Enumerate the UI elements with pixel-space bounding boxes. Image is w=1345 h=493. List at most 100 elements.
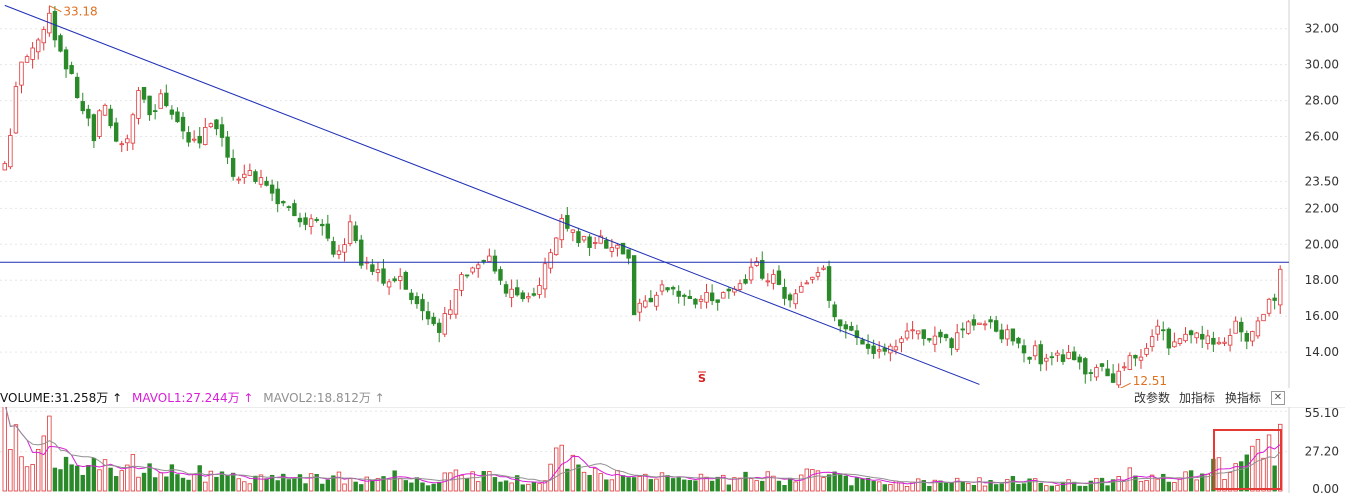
volume-bar xyxy=(542,480,548,492)
volume-bar xyxy=(804,468,810,492)
candle-body xyxy=(308,218,314,227)
candle-body xyxy=(993,320,999,332)
candle-body xyxy=(682,294,687,297)
add-indicator-button[interactable]: 加指标 xyxy=(1179,391,1216,405)
volume-bar xyxy=(865,477,871,492)
price-tick-label: 26.00 xyxy=(1305,130,1339,144)
volume-bar xyxy=(1049,485,1055,492)
volume-bar xyxy=(303,483,308,492)
candle-body xyxy=(548,252,553,269)
price-tick-label: 18.00 xyxy=(1305,273,1339,287)
volume-bar xyxy=(1255,439,1261,492)
candle-body xyxy=(136,90,141,119)
candle-body xyxy=(314,218,319,221)
volume-bar xyxy=(1005,479,1010,492)
high-price-label: 33.18 xyxy=(63,5,97,19)
candle-body xyxy=(776,270,782,285)
candle-body xyxy=(69,65,74,74)
candle-body xyxy=(1066,351,1071,360)
volume-bar xyxy=(175,474,180,492)
volume-bar xyxy=(815,470,821,492)
candle-body xyxy=(1099,363,1105,367)
candle-body xyxy=(620,242,626,255)
candle-body xyxy=(1116,370,1121,386)
volume-bar xyxy=(398,478,403,492)
candle-body xyxy=(197,135,202,144)
volume-bar xyxy=(1149,474,1155,492)
volume-bar xyxy=(409,482,414,492)
candle-body xyxy=(292,203,297,217)
volume-bar xyxy=(949,482,954,492)
candle-body xyxy=(787,294,793,301)
volume-bar xyxy=(147,463,152,492)
volume-bar xyxy=(80,474,85,492)
volume-bar xyxy=(509,482,514,492)
change-params-button[interactable]: 改参数 xyxy=(1134,391,1171,405)
volume-bar xyxy=(838,473,843,492)
volume-bar xyxy=(258,474,264,492)
candle-body xyxy=(793,293,798,305)
candle-body xyxy=(570,229,576,233)
candle-body xyxy=(849,326,854,331)
candle-body xyxy=(420,299,425,312)
volume-bar xyxy=(604,479,609,492)
volume-bar xyxy=(676,477,681,492)
candle-body xyxy=(754,261,759,266)
volume-bar xyxy=(592,467,598,492)
volume-bar xyxy=(904,485,910,492)
candle-body xyxy=(637,302,642,313)
volume-bar xyxy=(375,478,381,492)
volume-bar xyxy=(899,482,904,492)
volume-bar xyxy=(247,483,253,492)
candle-body xyxy=(325,223,331,239)
volume-bar xyxy=(74,465,80,492)
volume-bar xyxy=(1272,465,1277,492)
candle-body xyxy=(704,292,709,303)
volume-bar xyxy=(537,483,542,492)
candle-body xyxy=(264,180,269,186)
candle-body xyxy=(977,322,982,325)
candle-body xyxy=(1133,354,1138,359)
price-chart[interactable]: 32.00 30.00 28.00 26.00 23.50 22.00 20.00 18.00… xyxy=(0,0,1345,388)
candle-body xyxy=(943,334,949,339)
candle-body xyxy=(1044,357,1049,362)
candle-body xyxy=(581,236,587,241)
volume-bar xyxy=(347,478,353,492)
volume-bar xyxy=(843,475,848,492)
candle-body xyxy=(141,86,147,100)
volume-bar xyxy=(648,479,654,492)
candle-body xyxy=(269,184,275,194)
close-icon[interactable]: ✕ xyxy=(1271,391,1285,405)
candle-body xyxy=(921,329,926,339)
volume-chart[interactable]: 55.10 27.20 0.00 xyxy=(0,407,1345,493)
candle-body xyxy=(832,304,837,318)
candle-body xyxy=(403,271,408,290)
volume-bar xyxy=(760,480,765,492)
candle-body xyxy=(721,292,726,299)
candle-body xyxy=(191,138,197,141)
candle-body xyxy=(893,346,899,351)
price-tick-label: 30.00 xyxy=(1305,58,1339,72)
volume-bar xyxy=(1010,476,1016,492)
volume-bar xyxy=(682,479,687,492)
volume-bar xyxy=(565,468,570,492)
volume-bar xyxy=(359,484,364,492)
volume-bar xyxy=(1038,482,1043,492)
volume-bar xyxy=(531,481,537,492)
candle-body xyxy=(960,328,965,331)
candle-body xyxy=(598,235,603,244)
candle-body xyxy=(275,188,280,205)
volume-bar xyxy=(1183,471,1188,492)
volume-bar xyxy=(381,476,386,492)
volume-bar xyxy=(670,478,676,492)
candle-body xyxy=(1166,328,1172,349)
candle-body xyxy=(19,61,24,86)
volume-bar xyxy=(464,478,470,492)
volume-bar xyxy=(559,444,564,492)
candle-body xyxy=(1038,344,1043,365)
volume-bar xyxy=(1194,479,1199,492)
candle-body xyxy=(203,127,208,145)
candle-body xyxy=(359,239,364,266)
volume-bar xyxy=(403,480,408,492)
switch-indicator-button[interactable]: 换指标 xyxy=(1225,391,1262,405)
